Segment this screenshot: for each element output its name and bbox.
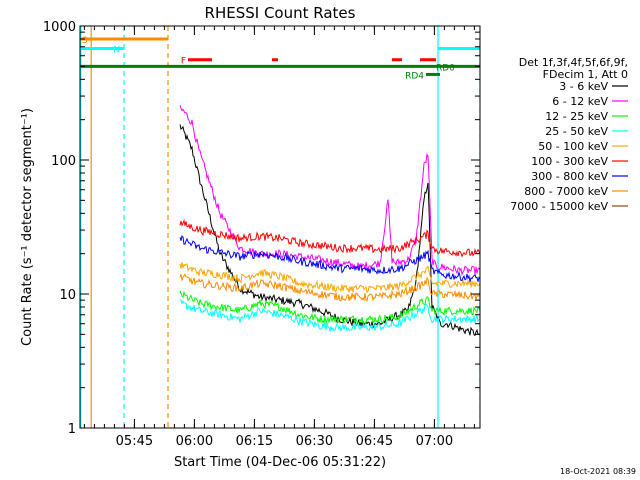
flag-label: N [113, 45, 120, 55]
flag-label: F [181, 57, 186, 67]
legend-label: 800 - 7000 keV [524, 185, 608, 198]
legend-label: 300 - 800 keV [531, 170, 608, 183]
series-line [179, 105, 480, 277]
flag-label: RD4 [405, 71, 424, 81]
x-tick-label: 06:00 [176, 434, 213, 449]
series-line [179, 290, 480, 325]
legend-header: FDecim 1, Att 0 [543, 68, 628, 81]
legend-label: 12 - 25 keV [545, 110, 608, 123]
x-tick-label: 07:00 [416, 434, 453, 449]
series-line [179, 273, 480, 302]
legend-label: 100 - 300 keV [531, 155, 608, 168]
flag-label: S [82, 36, 88, 46]
y-tick-label: 1 [68, 422, 76, 437]
series-line [179, 124, 480, 337]
x-tick-label: 06:15 [236, 434, 273, 449]
legend-label: 6 - 12 keV [552, 95, 608, 108]
y-tick-label: 100 [51, 154, 76, 169]
legend-label: 50 - 100 keV [538, 140, 608, 153]
y-axis-label: Count Rate (s⁻¹ detector segment⁻¹) [20, 108, 35, 346]
plot-frame [79, 25, 481, 429]
chart-title: RHESSI Count Rates [205, 4, 356, 22]
x-tick-label: 06:30 [296, 434, 333, 449]
legend-label: 25 - 50 keV [545, 125, 608, 138]
series-line [179, 234, 480, 282]
footer-timestamp: 18-Oct-2021 08:39 [560, 467, 636, 476]
x-axis-label: Start Time (04-Dec-06 05:31:22) [174, 455, 386, 470]
series-line [179, 218, 480, 258]
series-line [179, 262, 480, 294]
x-tick-label: 06:45 [356, 434, 393, 449]
y-tick-label: 10 [59, 288, 76, 303]
series-line [179, 299, 480, 333]
y-tick-label: 1000 [43, 20, 76, 35]
legend-header: Det 1f,3f,4f,5f,6f,9f, [519, 56, 628, 69]
legend-label: 7000 - 15000 keV [510, 200, 608, 213]
flag-label: RD0 [436, 63, 455, 73]
legend-label: 3 - 6 keV [559, 80, 608, 93]
x-tick-label: 05:45 [116, 434, 153, 449]
